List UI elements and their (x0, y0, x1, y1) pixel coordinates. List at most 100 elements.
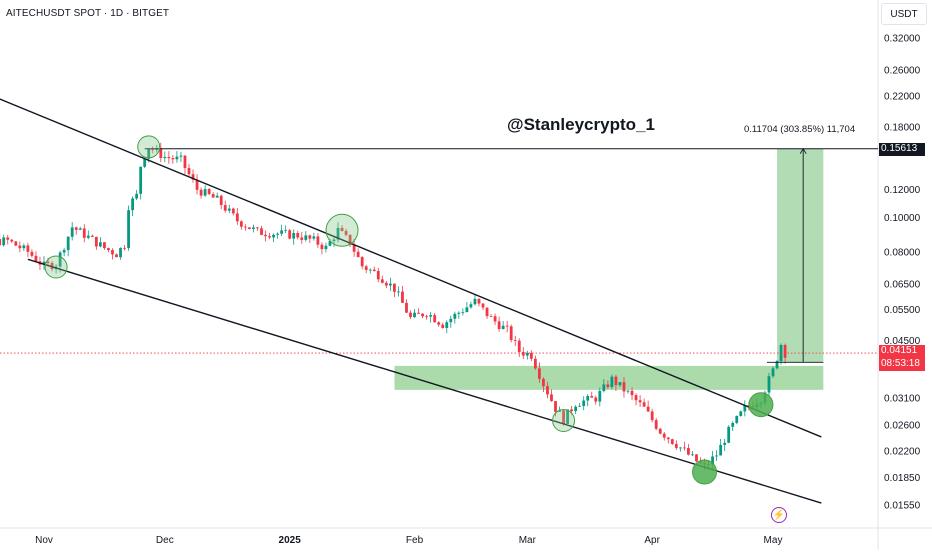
candle-body (231, 208, 235, 214)
candle-body (372, 269, 376, 272)
candle-body (62, 250, 66, 253)
candle-body (260, 228, 263, 235)
candle-body (691, 454, 694, 456)
candle-body (658, 428, 662, 434)
candle-body (276, 233, 280, 235)
candle-body (26, 245, 30, 252)
candle-body (388, 283, 392, 286)
candle-body (413, 312, 416, 318)
candle-body (606, 384, 610, 388)
candle-body (578, 405, 582, 407)
y-tick-label: 0.26000 (884, 66, 921, 77)
candle-body (243, 226, 247, 228)
candle-body (284, 230, 288, 232)
candle-body (195, 179, 199, 190)
candle-body (687, 448, 690, 455)
candle-body (103, 242, 106, 249)
candle-body (328, 241, 332, 246)
candle-body (558, 410, 561, 412)
candle-body (586, 395, 590, 401)
touch-circle (137, 135, 161, 159)
touch-circle (692, 459, 718, 485)
candle-body (771, 368, 775, 377)
candle-body (2, 237, 6, 246)
candle-body (610, 376, 614, 388)
candle-body (30, 251, 34, 256)
candle-body (94, 236, 98, 247)
target-zone (777, 148, 824, 363)
candle-body (324, 245, 328, 250)
candle-body (143, 158, 147, 167)
candle-body (34, 255, 38, 262)
x-tick-label: Nov (35, 535, 53, 546)
candle-body (0, 239, 2, 246)
candle-body (280, 230, 284, 234)
chart-title: AITECHUSDT SPOT · 1D · BITGET (6, 8, 170, 19)
candle-body (501, 325, 505, 330)
candle-body (131, 198, 135, 211)
candle-body (461, 311, 465, 313)
y-tick-label: 0.18000 (884, 122, 921, 133)
candle-body (602, 384, 606, 392)
candle-body (582, 400, 586, 406)
candle-body (767, 376, 771, 393)
candle-body (566, 409, 569, 424)
candle-body (493, 316, 497, 322)
candle-body (477, 298, 481, 304)
y-tick-label: 0.04500 (884, 336, 921, 347)
candle-body (626, 390, 630, 392)
candle-body (682, 447, 686, 449)
touch-circle (325, 213, 359, 247)
candle-body (74, 227, 78, 230)
candle-body (570, 409, 574, 412)
candle-body (743, 405, 747, 412)
candle-body (296, 232, 300, 238)
candle-body (252, 227, 255, 229)
candle-body (175, 156, 179, 160)
measurement-label: 0.11704 (303.85%) 11,704 (744, 124, 856, 135)
candle-body (308, 235, 312, 239)
candle-body (42, 261, 46, 265)
candle-body (417, 312, 420, 314)
candle-body (433, 315, 437, 323)
candle-body (521, 352, 525, 356)
candle-body (421, 313, 424, 317)
candle-body (550, 394, 553, 402)
candle-body (316, 236, 320, 245)
candle-body (546, 386, 549, 395)
candle-body (10, 239, 14, 242)
candle-body (14, 241, 18, 246)
candle-body (300, 237, 304, 240)
candle-body (147, 148, 151, 159)
candle-body (562, 410, 565, 424)
candle-body (211, 194, 215, 198)
candle-body (171, 158, 175, 160)
lightning-icon[interactable]: ⚡ (771, 507, 787, 523)
x-tick-label: Apr (644, 535, 660, 546)
y-tick-label: 0.02200 (884, 446, 921, 457)
currency-selector[interactable]: USDT (881, 3, 927, 25)
candle-body (393, 283, 396, 292)
candle-body (445, 322, 449, 328)
y-tick-label: 0.02600 (884, 421, 921, 432)
candle-body (670, 439, 674, 444)
x-tick-label: Mar (519, 535, 537, 546)
candle-body (666, 437, 670, 440)
candle-body (344, 231, 348, 235)
candle-body (590, 395, 594, 398)
y-tick-label: 0.05500 (884, 305, 921, 316)
candle-body (127, 210, 130, 248)
candle-body (662, 433, 666, 438)
candle-body (50, 262, 54, 270)
candle-body (517, 340, 521, 353)
candle-body (151, 148, 155, 150)
y-tick-label: 0.22000 (884, 91, 921, 102)
y-tick-label: 0.12000 (884, 185, 921, 196)
x-tick-label: May (764, 535, 783, 546)
candle-body (384, 282, 388, 286)
candle-body (465, 307, 469, 312)
candle-body (441, 324, 445, 328)
candle-body (542, 378, 545, 387)
